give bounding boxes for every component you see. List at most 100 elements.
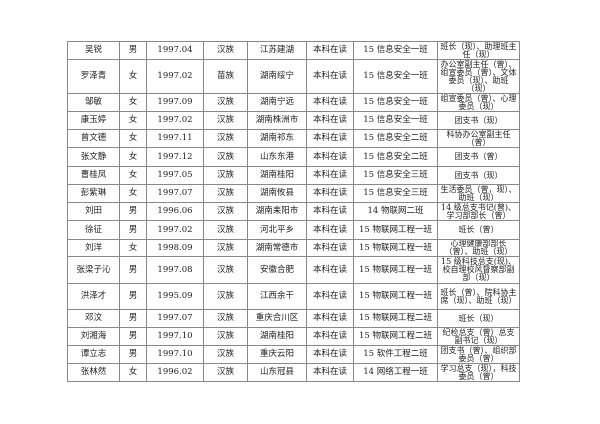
table-row: 张林然女 1996.02 汉族 山东冠县 本科在读 14 网络工程一班 学习总支（现），科技… — [67, 363, 520, 382]
cell-education: 本科在读 — [306, 363, 354, 382]
cell-class: 14 物联网二班 — [353, 202, 438, 221]
table-row: 邓汶男 1997.07 汉族 重庆合川区 本科在读 15 物联网工程二班 班长（现） — [67, 309, 520, 328]
cell-name: 曾文德 — [67, 129, 120, 148]
cell-education: 本科在读 — [306, 256, 354, 284]
cell-education: 本科在读 — [306, 59, 354, 94]
cell-name: 徐征 — [67, 220, 120, 240]
cell-ethnicity: 苗族 — [203, 59, 248, 94]
cell-ethnicity: 汉族 — [203, 202, 248, 221]
cell-education: 本科在读 — [306, 327, 354, 346]
cell-hometown: 重庆合川区 — [247, 309, 307, 328]
cell-class: 15 信息安全二班 — [353, 147, 438, 167]
cell-education: 本科在读 — [306, 111, 354, 130]
cell-gender: 男 — [119, 41, 147, 60]
cell-hometown: 山东冠县 — [247, 363, 307, 382]
cell-class: 15 信息安全三班 — [353, 166, 438, 185]
cell-role: 团支书（曾） — [437, 147, 520, 167]
cell-name: 刘湘海 — [67, 327, 120, 346]
table-row: 徐征男 1997.02 汉族 河北平乡 本科在读 15 物联网工程一班 班长（曾） — [67, 220, 520, 240]
cell-name: 张梁子沁 — [67, 256, 120, 284]
cell-gender: 男 — [119, 327, 147, 346]
table-row: 曹桂凤女 1997.05 汉族 湖南桂阳 本科在读 15 信息安全三班 团支书（现） — [67, 166, 520, 185]
cell-role: 办公室副主任（曾）、组宣委员（曾）、文体委员（现）、助班（现） — [437, 59, 520, 94]
cell-role: 15 级科技总支(现)、校自理校风督察部副部（现） — [437, 256, 520, 284]
cell-name: 邹敏 — [67, 93, 120, 112]
table-row: 康玉婷女 1997.02 汉族 湖南株洲市 本科在读 15 信息安全一班 团支书（现） — [67, 111, 520, 130]
cell-birth: 1997.07 — [146, 309, 204, 328]
cell-class: 15 物联网工程一班 — [353, 239, 438, 257]
cell-role: 14 级总支书记(曾)、学习部部长（曾） — [437, 202, 520, 221]
cell-class: 15 信息安全一班 — [353, 41, 438, 60]
cell-gender: 女 — [119, 93, 147, 112]
cell-hometown: 安徽合肥 — [247, 256, 307, 284]
cell-ethnicity: 汉族 — [203, 239, 248, 257]
cell-birth: 1997.07 — [146, 184, 204, 203]
cell-hometown: 山东东港 — [247, 147, 307, 167]
cell-ethnicity: 汉族 — [203, 309, 248, 328]
cell-hometown: 重庆云阳 — [247, 345, 307, 364]
cell-hometown: 江苏建湖 — [247, 41, 307, 60]
cell-birth: 1998.09 — [146, 239, 204, 257]
cell-role: 班长（曾）、院科协主席（现）、助班（现） — [437, 283, 520, 310]
cell-class: 15 物联网工程二班 — [353, 309, 438, 328]
table-row: 刘田男 1996.06 汉族 湖南耒阳市 本科在读 14 物联网二班 14 级总支书记(曾)… — [67, 202, 520, 221]
cell-hometown: 湖南耒阳市 — [247, 202, 307, 221]
cell-education: 本科在读 — [306, 220, 354, 240]
cell-class: 15 物联网工程二班 — [353, 327, 438, 346]
cell-hometown: 江西余干 — [247, 283, 307, 310]
cell-hometown: 河北平乡 — [247, 220, 307, 240]
cell-class: 15 信息安全一班 — [353, 59, 438, 94]
table-row: 曾文德女 1997.11 汉族 湖南祁东 本科在读 15 信息安全二班 科协办公室副主任（曾… — [67, 129, 520, 148]
cell-class: 14 网络工程一班 — [353, 363, 438, 382]
cell-role: 团支书（现） — [437, 166, 520, 185]
table-row: 吴锐男 1997.04 汉族 江苏建湖 本科在读 15 信息安全一班 班长（现）、助理班主任… — [67, 41, 520, 60]
cell-role: 班长（现） — [437, 309, 520, 328]
cell-gender: 男 — [119, 283, 147, 310]
cell-role: 心理健康部部长（曾）、助班（现） — [437, 239, 520, 257]
table-row: 张梁子沁男 1997.08 汉族 安徽合肥 本科在读 15 物联网工程一班 15 级科技总支… — [67, 256, 520, 284]
cell-education: 本科在读 — [306, 93, 354, 112]
cell-education: 本科在读 — [306, 147, 354, 167]
cell-hometown: 湖南攸县 — [247, 184, 307, 203]
cell-role: 纪检总支（曾）总支副书记（现） — [437, 327, 520, 346]
cell-class: 15 信息安全二班 — [353, 129, 438, 148]
cell-gender: 男 — [119, 220, 147, 240]
cell-birth: 1997.04 — [146, 41, 204, 60]
cell-education: 本科在读 — [306, 309, 354, 328]
cell-birth: 1997.02 — [146, 111, 204, 130]
cell-role: 科协办公室副主任（曾） — [437, 129, 520, 148]
cell-ethnicity: 汉族 — [203, 345, 248, 364]
cell-education: 本科在读 — [306, 41, 354, 60]
cell-role: 学习总支（现），科技委员（曾） — [437, 363, 520, 382]
cell-ethnicity: 汉族 — [203, 184, 248, 203]
table-row: 刘洋女 1998.09 汉族 湖南常德市 本科在读 15 物联网工程一班 心理健康部部长（曾… — [67, 239, 520, 257]
cell-hometown: 湖南桂阳 — [247, 327, 307, 346]
cell-birth: 1997.08 — [146, 256, 204, 284]
cell-ethnicity: 汉族 — [203, 256, 248, 284]
cell-name: 张林然 — [67, 363, 120, 382]
cell-ethnicity: 汉族 — [203, 166, 248, 185]
cell-education: 本科在读 — [306, 129, 354, 148]
cell-hometown: 湖南宁远 — [247, 93, 307, 112]
cell-class: 15 信息安全一班 — [353, 111, 438, 130]
cell-hometown: 湖南常德市 — [247, 239, 307, 257]
cell-hometown: 湖南祁东 — [247, 129, 307, 148]
table-row: 罗泽青女 1997.02 苗族 湖南绥宁 本科在读 15 信息安全一班 办公室副主任（曾）、… — [67, 59, 520, 94]
cell-birth: 1995.09 — [146, 283, 204, 310]
cell-hometown: 湖南绥宁 — [247, 59, 307, 94]
cell-name: 刘洋 — [67, 239, 120, 257]
cell-role: 班长（现）、助理班主任（现） — [437, 41, 520, 60]
table-row: 彭紫琳女 1997.07 汉族 湖南攸县 本科在读 15 信息安全三班 生活委员（曾，现）、… — [67, 184, 520, 203]
cell-ethnicity: 汉族 — [203, 283, 248, 310]
table-row: 洪泽才男 1995.09 汉族 江西余干 本科在读 15 物联网工程一班 班长（曾）、院科协… — [67, 283, 520, 310]
cell-gender: 女 — [119, 111, 147, 130]
cell-education: 本科在读 — [306, 239, 354, 257]
cell-gender: 女 — [119, 59, 147, 94]
cell-name: 谭立志 — [67, 345, 120, 364]
table-row: 邹敏女 1997.09 汉族 湖南宁远 本科在读 15 信息安全一班 组宣委员（曾）、心理委… — [67, 93, 520, 112]
cell-gender: 男 — [119, 345, 147, 364]
cell-gender: 男 — [119, 309, 147, 328]
cell-class: 15 物联网工程一班 — [353, 220, 438, 240]
cell-ethnicity: 汉族 — [203, 147, 248, 167]
cell-gender: 女 — [119, 129, 147, 148]
